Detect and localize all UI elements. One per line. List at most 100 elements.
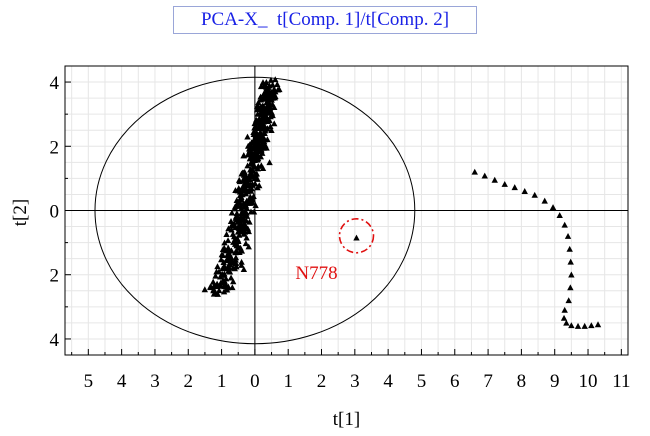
data-point	[244, 142, 252, 149]
data-point	[244, 162, 251, 169]
data-point	[250, 208, 258, 215]
data-point	[238, 210, 245, 216]
data-point	[220, 271, 228, 278]
data-point	[238, 170, 245, 177]
data-point	[217, 282, 224, 289]
data-point	[213, 268, 220, 275]
reference-lines	[65, 66, 628, 355]
data-point	[242, 240, 250, 247]
data-point	[263, 144, 270, 151]
data-point	[240, 200, 247, 207]
data-point	[243, 212, 251, 219]
data-point	[271, 104, 278, 111]
data-point	[254, 118, 261, 124]
x-tick-label: 3	[150, 371, 160, 392]
data-point	[215, 287, 223, 294]
data-point	[234, 228, 242, 235]
data-point	[241, 173, 249, 180]
x-tick-label: 2	[317, 371, 327, 392]
data-point	[253, 132, 260, 139]
data-point	[209, 278, 217, 285]
data-point	[240, 203, 247, 210]
trajectory-point	[574, 322, 582, 329]
data-point	[217, 279, 224, 286]
data-point	[272, 88, 279, 95]
data-point	[220, 288, 228, 295]
data-point	[272, 76, 279, 83]
data-point	[270, 92, 278, 99]
data-point	[251, 174, 259, 181]
data-point	[245, 243, 252, 250]
data-point	[210, 282, 218, 289]
trajectory-point	[501, 180, 508, 187]
data-point	[201, 286, 209, 293]
ellipse	[94, 76, 416, 345]
data-point	[244, 151, 252, 158]
data-point	[233, 210, 241, 217]
data-point	[235, 238, 242, 244]
data-point	[271, 120, 278, 127]
data-point	[260, 93, 267, 100]
y-tick-label: 2	[50, 266, 60, 287]
trajectory-point	[556, 212, 563, 219]
data-point	[246, 176, 254, 183]
data-point	[225, 246, 232, 253]
data-point	[263, 91, 270, 98]
data-point	[255, 145, 263, 152]
data-point	[254, 184, 261, 191]
data-point	[250, 163, 258, 170]
data-point	[231, 265, 238, 272]
x-tick-label: 2	[184, 371, 194, 392]
trajectory-point	[581, 322, 588, 329]
data-point	[223, 286, 231, 293]
data-point	[239, 191, 246, 198]
data-point	[229, 278, 237, 285]
data-point	[220, 264, 228, 271]
data-point	[254, 155, 262, 162]
data-point	[240, 222, 247, 229]
data-point	[251, 123, 259, 130]
data-point	[250, 145, 257, 152]
data-point	[252, 202, 259, 209]
x-tick-label: 10	[579, 371, 598, 392]
x-tick-label: 0	[250, 371, 260, 392]
trajectory-point	[471, 168, 478, 175]
data-point	[218, 256, 225, 263]
trajectory-point	[531, 191, 538, 198]
data-point	[257, 83, 265, 90]
data-point	[227, 218, 235, 224]
data-point	[229, 230, 237, 237]
data-point	[249, 199, 256, 206]
data-point	[240, 230, 248, 237]
data-point	[228, 222, 235, 229]
data-point	[233, 202, 240, 209]
trajectory-point	[564, 232, 572, 239]
data-point	[253, 137, 260, 144]
data-point	[232, 213, 240, 220]
outlier-point	[353, 234, 360, 241]
trajectory-point	[588, 322, 595, 329]
data-point	[251, 153, 258, 160]
x-tick-label: 4	[117, 371, 127, 392]
trajectory-point	[481, 172, 488, 179]
data-point	[228, 209, 236, 216]
data-point	[268, 127, 275, 134]
x-tick-label: 7	[483, 371, 493, 392]
x-tick-label: 5	[417, 371, 427, 392]
data-point	[221, 239, 228, 246]
data-point	[247, 166, 254, 173]
trajectory-point	[566, 245, 573, 252]
trajectory-point	[521, 188, 528, 194]
data-point	[240, 266, 248, 273]
data-point	[243, 197, 250, 204]
data-point	[249, 139, 257, 146]
trajectory-point	[594, 321, 602, 328]
data-point	[244, 188, 251, 195]
data-point	[244, 133, 251, 140]
trajectory-point	[549, 204, 557, 211]
y-axis-label: t[2]	[10, 199, 31, 226]
data-point	[260, 114, 268, 121]
data-point	[227, 256, 234, 263]
